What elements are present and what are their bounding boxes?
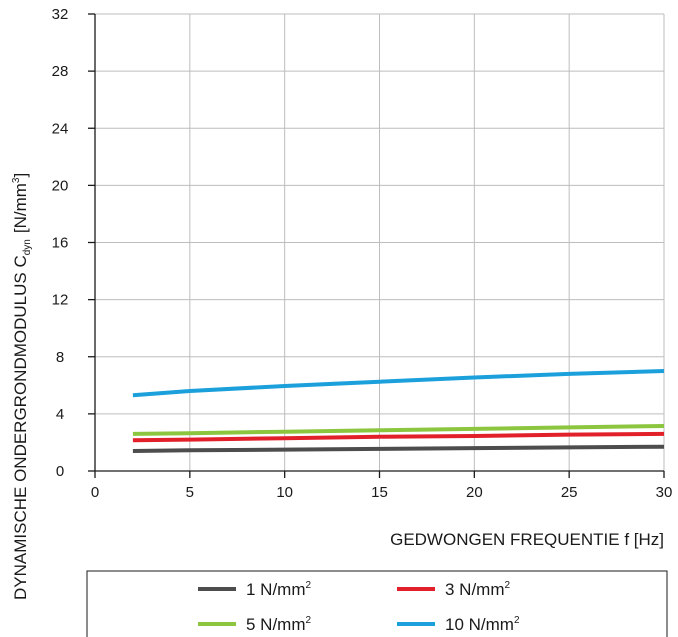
y-tick-label: 8 [56,349,64,366]
series-line [132,424,665,436]
x-tick-label: 20 [466,484,483,501]
y-axis-title: DYNAMISCHE ONDERGRONDMODULUS Cdyn [N/mm3] [11,173,33,600]
legend-label: 1 N/mm2 [246,580,312,599]
series-line [132,369,665,398]
y-tick-labels: 0 4 8 12 16 20 24 28 32 [52,6,69,480]
y-tick-label: 32 [52,6,69,23]
series-line [132,444,665,453]
x-tick-label: 25 [561,484,578,501]
y-tick-label: 4 [56,406,64,423]
series-line [132,431,665,443]
y-tick-label: 12 [52,292,69,309]
x-tick-label: 10 [276,484,293,501]
legend: 1 N/mm2 3 N/mm2 5 N/mm2 10 N/mm2 [86,570,668,637]
y-axis-title-subscript: dyn [22,239,33,255]
y-tick-label: 28 [52,63,69,80]
y-axis-title-main: DYNAMISCHE ONDERGRONDMODULUS C [11,255,30,600]
x-tick-label: 30 [656,484,673,501]
series-lines [132,369,665,453]
y-tick-label: 24 [52,120,69,137]
y-tick-label: 0 [56,463,64,480]
y-tick-label: 16 [52,235,69,252]
legend-label: 10 N/mm2 [445,615,520,634]
y-axis-title-unit: [N/mm [11,183,30,233]
axes [88,13,665,478]
legend-frame [86,570,668,637]
grid [95,13,665,471]
y-axis-title-unit-exponent: 3 [11,177,22,183]
y-tick-label: 20 [52,177,69,194]
x-tick-label: 5 [186,484,194,501]
legend-label: 5 N/mm2 [246,615,312,634]
x-axis-title: GEDWONGEN FREQUENTIE f [Hz] [390,530,664,549]
y-axis-title-unit-suffix: ] [11,173,30,178]
legend-label: 3 N/mm2 [445,580,511,599]
x-tick-labels: 0 5 10 15 20 25 30 [91,484,673,501]
x-tick-label: 15 [371,484,388,501]
x-tick-label: 0 [91,484,99,501]
